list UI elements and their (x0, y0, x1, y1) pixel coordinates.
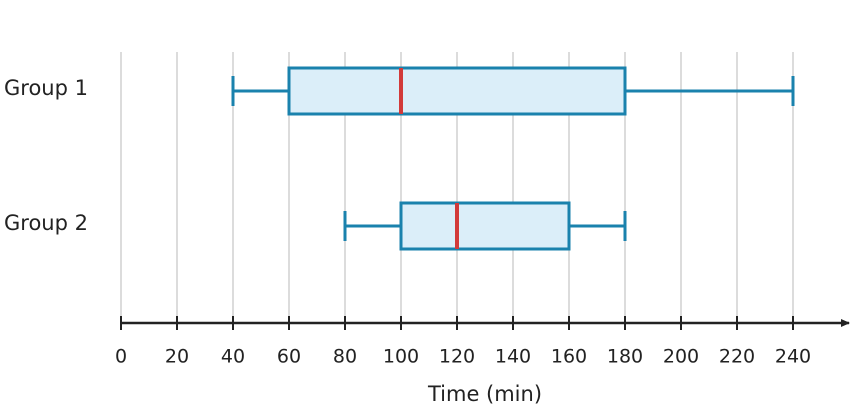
box (287, 66, 627, 116)
x-tick-label: 40 (221, 346, 245, 368)
x-tick-label: 240 (775, 346, 811, 368)
x-tick-label: 0 (115, 346, 127, 368)
category-label: Group 1 (4, 76, 88, 100)
x-tick-label: 80 (333, 346, 357, 368)
x-tick-label: 60 (277, 346, 301, 368)
x-tick-label: 20 (165, 346, 189, 368)
x-tick-label: 180 (607, 346, 643, 368)
x-tick-label: 140 (495, 346, 531, 368)
box (399, 201, 571, 251)
x-tick-label: 120 (439, 346, 475, 368)
x-tick-label: 220 (719, 346, 755, 368)
category-label: Group 2 (4, 211, 88, 235)
x-tick-label: 160 (551, 346, 587, 368)
x-axis-label: Time (min) (427, 382, 542, 406)
x-tick-label: 200 (663, 346, 699, 368)
x-tick-label: 100 (383, 346, 419, 368)
